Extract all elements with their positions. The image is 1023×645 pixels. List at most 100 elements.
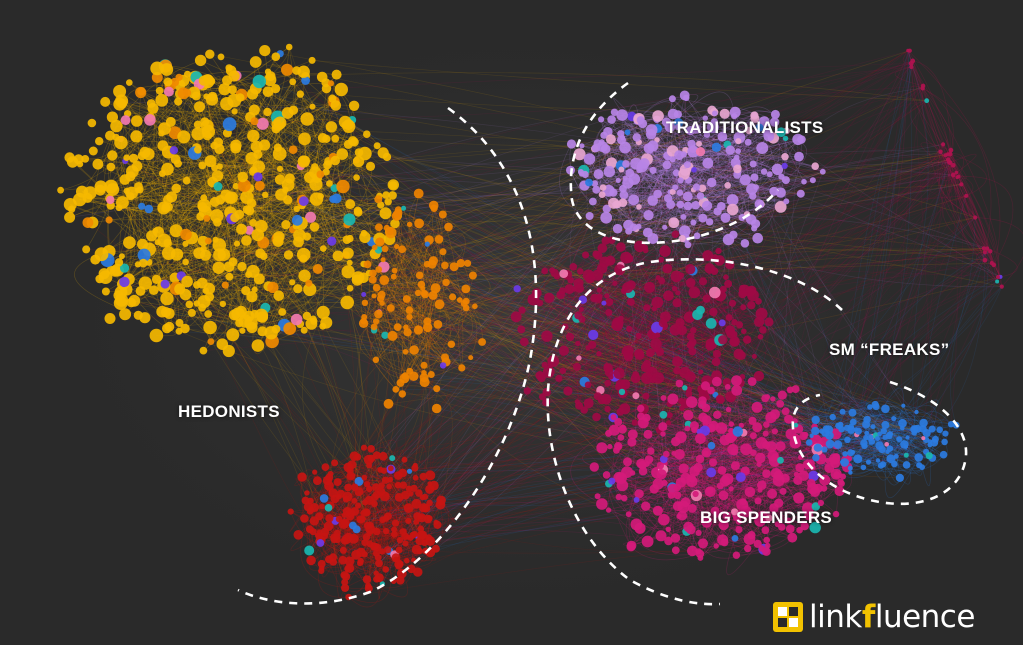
edge (700, 438, 816, 507)
edge (188, 153, 255, 315)
edge (141, 91, 347, 256)
node (113, 97, 127, 111)
edge (412, 171, 610, 536)
edge (548, 289, 600, 328)
node (203, 215, 211, 222)
node (326, 180, 333, 187)
edge (199, 106, 350, 220)
edge (176, 188, 380, 197)
node (281, 220, 291, 230)
node (750, 173, 759, 182)
node (449, 262, 459, 272)
node (442, 278, 450, 287)
edge (611, 240, 693, 272)
edge (866, 418, 935, 443)
edge (313, 83, 332, 270)
node (158, 170, 166, 177)
node (329, 558, 338, 566)
node (263, 107, 272, 117)
node (372, 549, 380, 557)
edge (163, 207, 311, 290)
node (389, 455, 396, 462)
node (160, 291, 174, 306)
node (313, 476, 322, 486)
edge (168, 159, 357, 314)
edge (313, 198, 337, 322)
edge (644, 352, 660, 431)
edge (427, 172, 957, 322)
node (64, 211, 76, 223)
edge (912, 60, 951, 163)
node (341, 265, 355, 279)
node (374, 573, 384, 583)
edge (870, 437, 916, 456)
node (424, 241, 430, 247)
node (146, 99, 156, 108)
node (157, 233, 172, 248)
edge (661, 164, 706, 202)
node (380, 257, 386, 263)
edge (409, 263, 449, 311)
node (702, 157, 714, 169)
edge (706, 161, 748, 207)
edge (118, 207, 293, 283)
edge (628, 219, 752, 232)
edge (710, 455, 774, 492)
edge (380, 373, 620, 471)
node (361, 299, 369, 306)
edge (205, 211, 886, 410)
edge (606, 280, 653, 335)
edge (608, 483, 699, 552)
node (105, 216, 113, 224)
edge (409, 172, 957, 372)
edge (128, 190, 139, 280)
edge (97, 46, 290, 165)
node (684, 241, 692, 249)
edge (947, 154, 959, 195)
edge (539, 375, 686, 406)
edge (302, 312, 330, 478)
edge (674, 285, 716, 395)
edge (950, 153, 967, 180)
edge (360, 530, 393, 553)
edge (403, 197, 623, 209)
edge (398, 165, 954, 565)
edge (596, 179, 689, 197)
node (382, 152, 392, 162)
node (169, 146, 179, 155)
node (360, 317, 368, 325)
edge (956, 177, 986, 253)
edge (536, 292, 664, 327)
edge (318, 541, 379, 567)
edge (363, 289, 439, 325)
node (248, 104, 260, 116)
node (155, 86, 164, 95)
edge (185, 166, 371, 263)
node (427, 371, 435, 378)
node (300, 112, 314, 126)
edge (731, 476, 764, 519)
node (391, 526, 398, 533)
edge (144, 290, 625, 319)
node (216, 163, 223, 170)
node (180, 228, 192, 241)
edge (626, 159, 949, 473)
edge (396, 298, 425, 373)
node (416, 530, 426, 540)
edge (620, 316, 690, 323)
edge (292, 281, 618, 324)
node (362, 499, 369, 506)
node (771, 163, 784, 175)
edge (533, 299, 607, 366)
node (251, 286, 258, 293)
edge (110, 176, 958, 271)
edge (606, 147, 633, 219)
node (781, 176, 790, 185)
node (252, 160, 266, 174)
node (380, 491, 390, 502)
node (119, 174, 131, 185)
node (254, 180, 265, 191)
edge (647, 460, 834, 542)
node (752, 232, 763, 244)
node (340, 571, 349, 580)
